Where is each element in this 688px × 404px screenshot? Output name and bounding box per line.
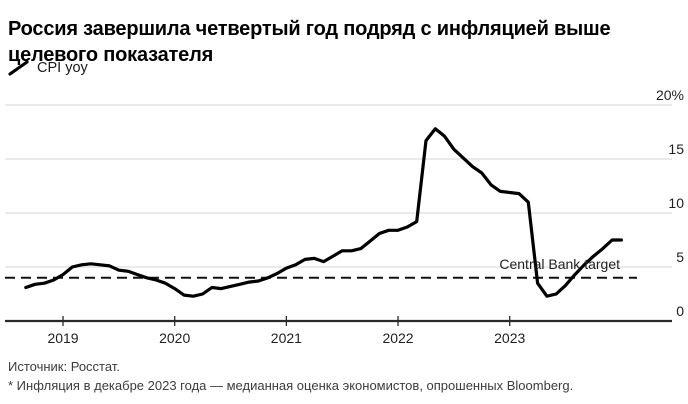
x-axis-label: 2023	[494, 330, 526, 346]
y-axis-label: 0	[676, 303, 684, 319]
chart-title: Россия завершила четвертый год подряд с …	[8, 18, 611, 67]
chart-legend: CPI yoy	[8, 58, 88, 78]
cpi-series-line	[24, 127, 624, 298]
y-axis-label: 10	[668, 195, 684, 211]
y-axis-label: 5	[676, 249, 684, 265]
y-axis-label: 15	[668, 141, 684, 157]
x-axis-label: 2022	[382, 330, 414, 346]
y-axis-label: 20%	[655, 87, 684, 103]
x-axis-label: 2019	[47, 330, 79, 346]
x-axis-label: 2020	[159, 330, 191, 346]
x-axis-label: 2021	[270, 330, 302, 346]
source-note: Источник: Росстат.	[8, 359, 120, 374]
target-line-annotation: Central Bank target	[499, 256, 620, 272]
cpi-series-line-icon	[8, 60, 29, 76]
chart-footer: Источник: Росстат. * Инфляция в декабре …	[8, 357, 680, 395]
legend-label: CPI yoy	[37, 60, 88, 76]
methodology-footnote: * Инфляция в декабре 2023 года — медианн…	[8, 378, 574, 393]
